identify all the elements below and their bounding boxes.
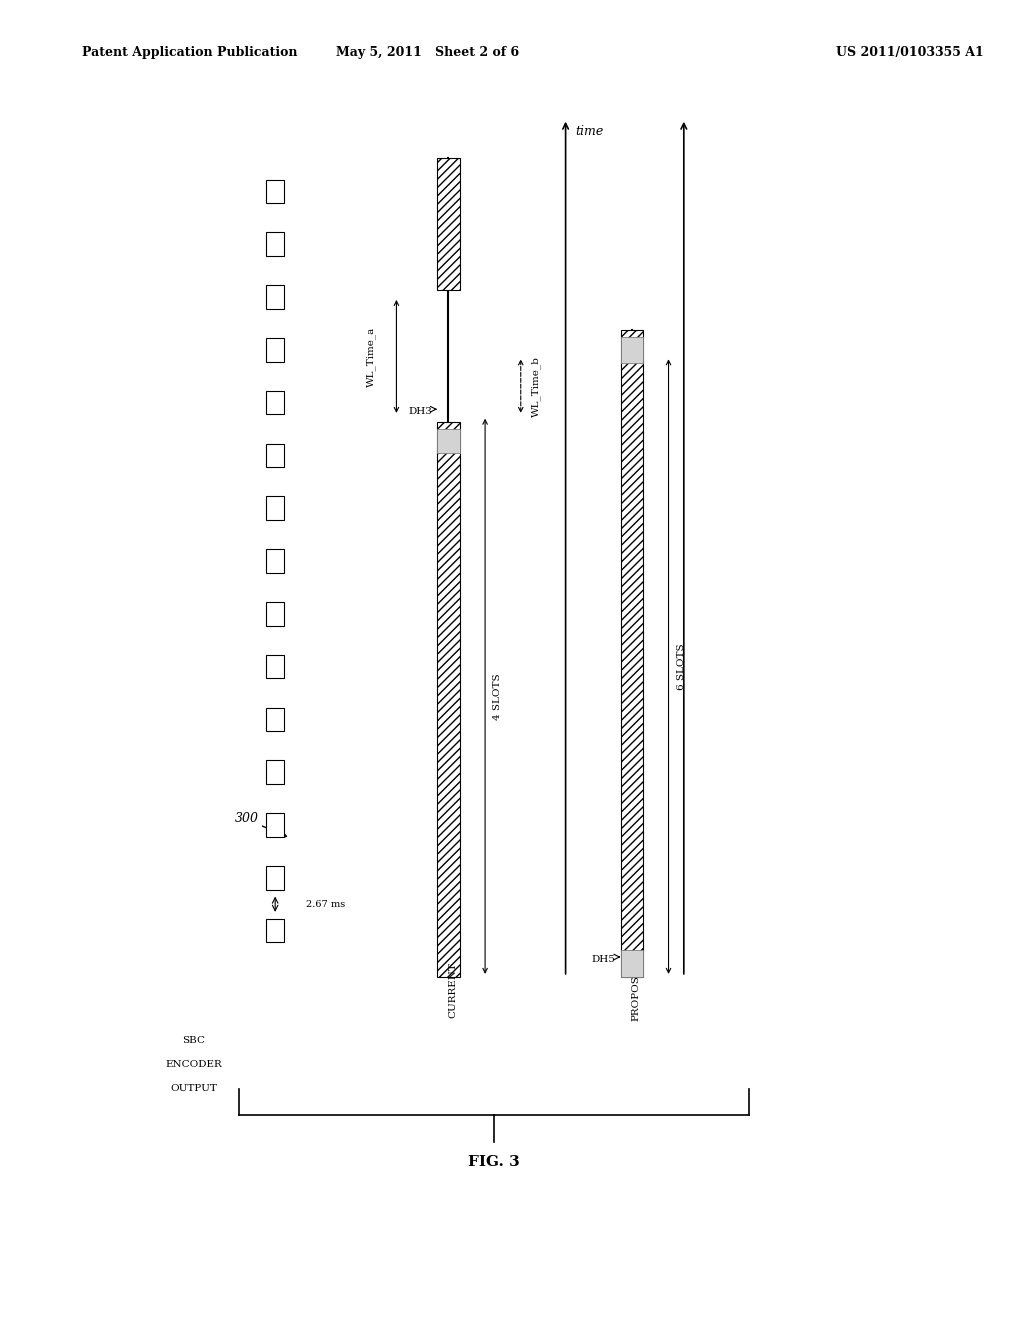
Bar <box>266 232 285 256</box>
Text: 6 SLOTS: 6 SLOTS <box>677 643 686 690</box>
Bar <box>266 708 285 731</box>
Text: 300: 300 <box>234 812 258 825</box>
Bar <box>266 549 285 573</box>
Text: SBC: SBC <box>182 1036 205 1045</box>
Text: DH3: DH3 <box>409 407 432 416</box>
Bar <box>621 330 643 977</box>
Text: FIG. 3: FIG. 3 <box>468 1155 520 1170</box>
Bar <box>266 391 285 414</box>
Bar <box>266 813 285 837</box>
Bar <box>437 422 460 977</box>
Text: time: time <box>575 125 604 139</box>
Text: ENCODER: ENCODER <box>165 1060 222 1069</box>
Text: Patent Application Publication: Patent Application Publication <box>82 46 297 59</box>
Bar <box>266 496 285 520</box>
Bar <box>266 655 285 678</box>
Bar <box>266 866 285 890</box>
Bar <box>266 444 285 467</box>
Text: CURRENT: CURRENT <box>449 962 458 1018</box>
Bar <box>621 337 643 363</box>
Text: May 5, 2011   Sheet 2 of 6: May 5, 2011 Sheet 2 of 6 <box>337 46 519 59</box>
Text: OUTPUT: OUTPUT <box>170 1084 217 1093</box>
Bar <box>621 950 643 977</box>
Bar <box>266 602 285 626</box>
Bar <box>437 158 460 290</box>
Text: WL_Time_a: WL_Time_a <box>367 326 376 387</box>
Text: DH5: DH5 <box>592 954 615 964</box>
Bar <box>266 285 285 309</box>
Bar <box>266 180 285 203</box>
Bar <box>437 429 460 453</box>
Text: WL_Time_b: WL_Time_b <box>531 355 541 417</box>
Bar <box>266 919 285 942</box>
Bar <box>266 338 285 362</box>
Text: 2.67 ms: 2.67 ms <box>306 900 345 908</box>
Text: PROPOSED: PROPOSED <box>632 960 641 1020</box>
Text: 4 SLOTS: 4 SLOTS <box>494 673 502 719</box>
Text: US 2011/0103355 A1: US 2011/0103355 A1 <box>836 46 983 59</box>
Bar <box>266 760 285 784</box>
